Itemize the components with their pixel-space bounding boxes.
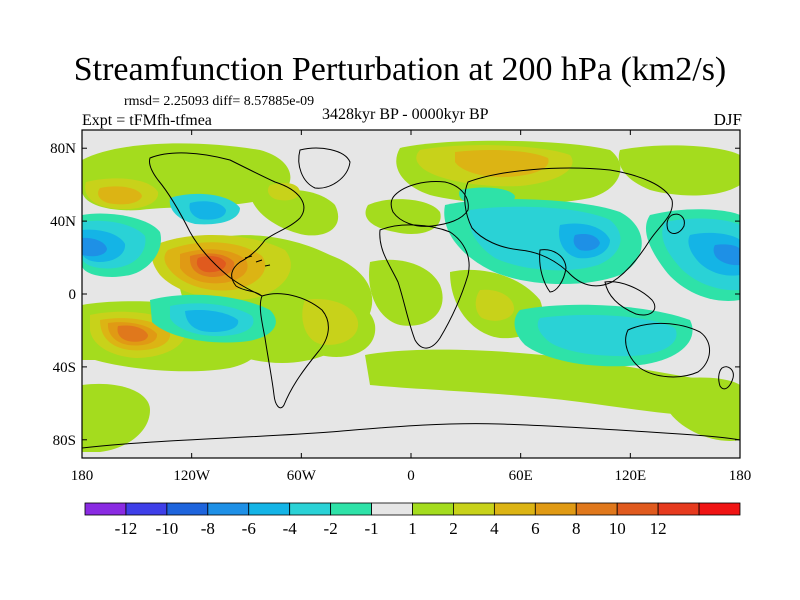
chart-title: Streamfunction Perturbation at 200 hPa (… — [73, 51, 727, 88]
colorbar-swatch — [371, 502, 413, 516]
contour-plus1-africa — [369, 259, 443, 326]
y-tick-label: 80S — [53, 433, 76, 449]
colorbar-label: 1 — [408, 519, 417, 538]
contour-minus6-south-asia — [573, 233, 600, 251]
y-tick-label: 40N — [50, 214, 76, 230]
colorbar-swatch — [616, 502, 659, 516]
x-tick-label: 60E — [509, 468, 533, 484]
colorbar-label: 8 — [572, 519, 581, 538]
colorbar-label: -4 — [283, 519, 298, 538]
colorbar-swatch — [125, 502, 168, 516]
contour-plus8-south-pacific — [117, 325, 148, 342]
contour-minus2-north-pacific — [189, 201, 226, 220]
season-label: DJF — [713, 110, 742, 129]
contour-plus1-south-atlantic — [82, 383, 150, 452]
coastline-caribbean — [244, 255, 271, 267]
colorbar-swatch — [412, 502, 454, 516]
contour-plus2-indian-ocean — [475, 289, 515, 321]
coastline-greenland — [298, 147, 351, 189]
period-label: 3428kyr BP - 0000kyr BP — [322, 106, 489, 123]
contour-plus4-north-pacific — [98, 186, 142, 205]
contour-plus1-north-atlantic — [250, 189, 339, 236]
contour-plus1-southern-ocean — [365, 349, 740, 417]
x-tick-label: 120W — [173, 468, 211, 484]
colorbar-label: -8 — [201, 519, 215, 538]
contour-plus1-west-pacific — [618, 145, 740, 196]
colorbar-swatch — [84, 502, 127, 516]
coastline-india — [539, 249, 567, 293]
colorbar-label: 4 — [490, 519, 499, 538]
rmsd-diff-stats: rmsd= 2.25093 diff= 8.57885e-09 — [124, 94, 315, 109]
colorbar-label: 6 — [531, 519, 540, 538]
colorbar-swatch — [534, 502, 577, 516]
colorbar-label: -6 — [242, 519, 256, 538]
colorbar-swatch — [657, 502, 700, 516]
colorbar-swatch — [330, 502, 372, 516]
x-tick-label: 120E — [614, 468, 646, 484]
contour-minus4-west-pacific — [688, 232, 740, 276]
coastline-antarctica — [82, 423, 740, 449]
colorbar-swatch — [166, 502, 209, 516]
coastline-southeast-asia — [604, 281, 656, 316]
colorbar-swatch — [289, 502, 332, 516]
contour-minus6-west-pacific — [713, 244, 740, 266]
coastline-australia — [625, 322, 710, 378]
contour-plus2-south-america — [302, 299, 359, 345]
colorbar: -12 -10 -8 -6 -4 -2 -1 1 2 4 6 8 10 12 — [84, 502, 741, 538]
colorbar-swatch — [248, 502, 291, 516]
coastline-europe — [390, 181, 469, 227]
x-tick-label: 0 — [407, 468, 415, 484]
contour-plus2-north-atlantic — [267, 182, 300, 201]
colorbar-label: 2 — [449, 519, 458, 538]
x-tick-label: 180 — [71, 468, 94, 484]
contour-minus1-arctic — [459, 187, 515, 207]
coastline-new-zealand — [718, 366, 734, 390]
contour-plus1-southwest-pacific — [668, 377, 740, 441]
coastline-japan — [666, 213, 685, 234]
coastlines — [82, 147, 740, 449]
contour-minus6-central-pacific — [82, 237, 107, 257]
contour-minus4-tropical-pacific — [185, 310, 239, 332]
coastline-africa — [379, 224, 470, 349]
coastline-south-america — [259, 293, 329, 409]
x-tick-label: 60W — [287, 468, 317, 484]
colorbar-swatch — [698, 502, 741, 516]
axes: 180 120W 60W 0 60E 120E 180 80N 40N 0 40S 80S — [50, 130, 751, 484]
colorbar-swatch — [453, 502, 495, 516]
y-tick-label: 0 — [69, 287, 77, 303]
x-tick-label: 180 — [729, 468, 752, 484]
colorbar-swatch — [207, 502, 250, 516]
colorbar-label: 12 — [650, 519, 667, 538]
colorbar-label: -1 — [364, 519, 378, 538]
experiment-label: Expt = tFMfh-tfmea — [82, 112, 212, 129]
coastline-north-america — [149, 152, 305, 297]
colorbar-swatch — [493, 502, 536, 516]
colorbar-label: -12 — [115, 519, 138, 538]
contour-fill — [82, 140, 740, 452]
colorbar-label: -2 — [324, 519, 338, 538]
colorbar-swatch — [575, 502, 618, 516]
y-tick-label: 80N — [50, 141, 76, 157]
coastline-asia — [464, 167, 673, 287]
colorbar-label: -10 — [156, 519, 179, 538]
colorbar-label: 10 — [609, 519, 626, 538]
y-tick-label: 40S — [53, 360, 76, 376]
map-panel: 180 120W 60W 0 60E 120E 180 80N 40N 0 40S 80S — [50, 129, 751, 484]
